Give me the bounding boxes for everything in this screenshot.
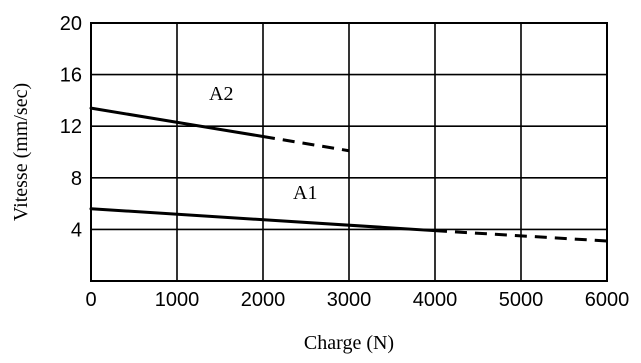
- y-tick-label-4: 4: [71, 219, 82, 241]
- series-line-a2-solid: [89, 106, 265, 139]
- y-tick-label-16: 16: [60, 65, 82, 87]
- y-tick-label-8: 8: [71, 168, 82, 190]
- x-tick-label-0: 0: [85, 289, 96, 311]
- series-line-a1-dashed: [434, 229, 608, 243]
- series-line-a1-solid: [89, 207, 437, 233]
- plot-frame: [90, 22, 608, 282]
- tick-labels: 0 1000 2000 3000 4000 5000 6000 4 8 12 16 20: [60, 13, 630, 311]
- x-axis-title: Charge (N): [304, 332, 394, 354]
- y-tick-label-20: 20: [60, 13, 82, 35]
- x-tick-label-2000: 2000: [241, 289, 286, 311]
- x-tick-label-5000: 5000: [499, 289, 544, 311]
- x-tick-label-4000: 4000: [413, 289, 458, 311]
- series-lines: [89, 106, 608, 243]
- series-label-a1: A1: [293, 182, 317, 204]
- y-axis-title: Vitesse (mm/sec): [10, 83, 32, 221]
- series-label-a2: A2: [209, 83, 233, 105]
- grid-lines: [91, 23, 607, 281]
- x-tick-label-3000: 3000: [327, 289, 372, 311]
- series-line-a2-dashed: [262, 135, 350, 153]
- x-tick-label-1000: 1000: [155, 289, 200, 311]
- y-tick-label-12: 12: [60, 116, 82, 138]
- x-tick-label-6000: 6000: [585, 289, 630, 311]
